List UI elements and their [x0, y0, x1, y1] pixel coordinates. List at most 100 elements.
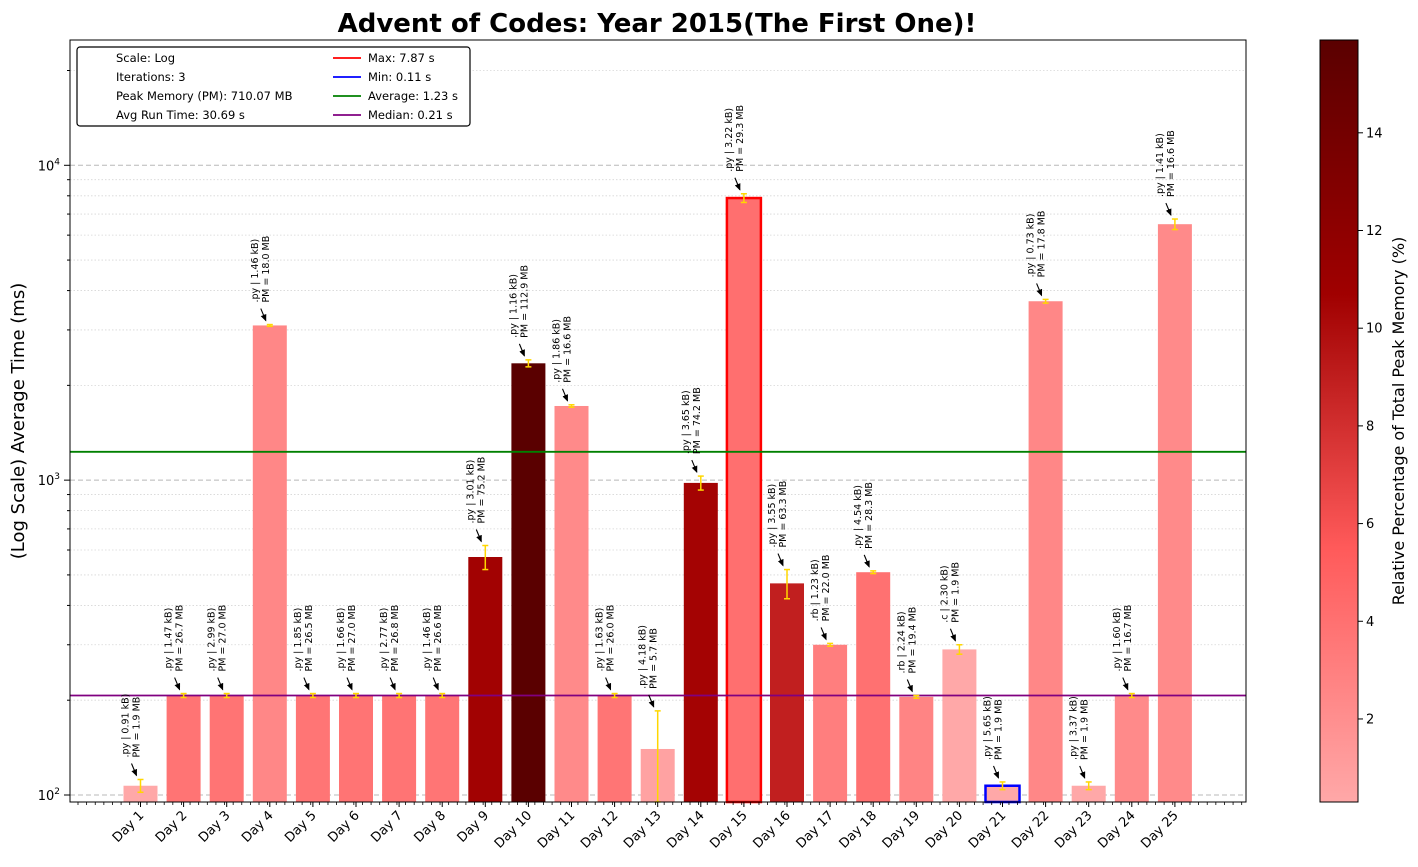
bar-annotation: .py | 1.16 kB)PM = 112.9 MB	[508, 265, 530, 357]
error-bar	[1042, 298, 1049, 304]
bar-day-5	[295, 695, 330, 802]
bar-annotation: .py | 0.73 kB)PM = 17.8 MB	[1026, 211, 1048, 297]
svg-text:.py | 0.73 kB)PM = 17.8 MB: .py | 0.73 kB)PM = 17.8 MB	[1026, 211, 1048, 278]
x-tick-label: Day 24	[1095, 808, 1138, 851]
bar-annotation: .py | 1.86 kB)PM = 16.6 MB	[552, 316, 574, 402]
bar-day-9	[468, 557, 503, 802]
x-tick-label: Day 12	[578, 808, 621, 851]
bar-annotation: .py | 1.85 kB)PM = 26.5 MB	[293, 605, 315, 691]
error-bar	[439, 692, 446, 699]
error-bar	[396, 692, 403, 699]
legend-line-entry: Min: 0.11 s	[368, 70, 431, 84]
x-tick-label: Day 25	[1138, 808, 1181, 851]
bar-annotation: .py | 1.41 kB)PM = 16.6 MB	[1155, 130, 1177, 216]
legend-line-entry: Median: 0.21 s	[368, 108, 453, 122]
x-tick-label: Day 6	[325, 808, 363, 846]
svg-text:.py | 4.18 kB)PM = 5.7 MB: .py | 4.18 kB)PM = 5.7 MB	[638, 625, 660, 689]
svg-text:.py | 1.60 kB)PM = 16.7 MB: .py | 1.60 kB)PM = 16.7 MB	[1112, 605, 1134, 672]
x-tick-label: Day 8	[411, 808, 449, 846]
error-bar	[784, 568, 790, 600]
svg-text:.py | 1.86 kB)PM = 16.6 MB: .py | 1.86 kB)PM = 16.6 MB	[552, 316, 574, 383]
x-tick-label: Day 1	[110, 808, 148, 846]
legend-info-entry: Peak Memory (PM): 710.07 MB	[116, 89, 293, 103]
error-bar	[525, 359, 532, 368]
bar-day-12	[597, 695, 632, 802]
svg-text:.py | 3.22 kB)PM = 29.3 MB: .py | 3.22 kB)PM = 29.3 MB	[724, 105, 746, 172]
colorbar: 2 4 6 8 10 12 14	[1319, 39, 1383, 803]
x-axis: Day 1 Day 2 Day 3 Day 4 Day 5 Day 6 Day 7 Day 8…	[77, 802, 1243, 852]
bar-day-7	[382, 695, 417, 802]
error-bar	[266, 323, 273, 328]
x-tick-label: Day 4	[239, 808, 277, 846]
bar-annotation: .rb | 2.24 kB)PM = 19.4 MB	[896, 607, 918, 693]
legend-box	[76, 46, 471, 127]
bar-day-6	[339, 695, 373, 802]
bar-annotation: .rb | 1.23 kB)PM = 22.0 MB	[810, 555, 832, 641]
bar-day-20	[942, 649, 977, 802]
svg-text:.rb | 1.23 kB)PM = 22.0 MB: .rb | 1.23 kB)PM = 22.0 MB	[810, 555, 832, 622]
error-bar	[611, 692, 618, 699]
svg-text:.py | 1.66 kB)PM = 27.0 MB: .py | 1.66 kB)PM = 27.0 MB	[336, 605, 358, 672]
bar-day-14	[683, 482, 718, 802]
x-tick-label: Day 22	[1009, 808, 1052, 851]
bar-annotation: .py | 3.01 kB)PM = 75.2 MB	[465, 457, 487, 543]
svg-text:.py | 2.99 kB)PM = 27.0 MB: .py | 2.99 kB)PM = 27.0 MB	[207, 605, 229, 672]
colorbar-gradient	[1319, 39, 1359, 803]
bar-annotation: .py | 1.63 kB)PM = 26.0 MB	[595, 605, 617, 691]
x-tick-label: Day 11	[535, 808, 578, 851]
x-tick-label: Day 15	[707, 808, 750, 851]
error-bar	[827, 642, 834, 647]
bars	[123, 196, 1192, 804]
error-bar	[870, 570, 877, 575]
svg-text:.py | 3.37 kB)PM = 1.9 MB: .py | 3.37 kB)PM = 1.9 MB	[1069, 696, 1091, 760]
bar-day-3	[209, 695, 244, 802]
bar-annotation: .py | 5.65 kB)PM = 1.9 MB	[983, 696, 1005, 779]
svg-text:.py | 1.41 kB)PM = 16.6 MB: .py | 1.41 kB)PM = 16.6 MB	[1155, 130, 1177, 197]
colorbar-tick-label: 8	[1366, 419, 1374, 434]
colorbar-tick-label: 12	[1366, 224, 1383, 239]
bar-annotation: .c | 2.30 kB)PM = 1.9 MB	[939, 562, 961, 642]
legend-info-entry: Scale: Log	[116, 51, 175, 65]
bar-annotation: .py | 3.37 kB)PM = 1.9 MB	[1069, 696, 1091, 779]
x-tick-label: Day 14	[664, 808, 707, 851]
error-bars	[137, 193, 1178, 803]
bar-day-19	[899, 696, 934, 802]
x-tick-label: Day 2	[153, 808, 191, 846]
legend-line-entry: Max: 7.87 s	[368, 51, 435, 65]
bar-annotation: .py | 1.46 kB)PM = 18.0 MB	[250, 236, 272, 322]
error-bar	[180, 692, 187, 699]
bar-annotation: .py | 4.18 kB)PM = 5.7 MB	[638, 625, 660, 708]
x-tick-label: Day 23	[1052, 808, 1095, 851]
colorbar-tick-label: 10	[1366, 322, 1383, 337]
error-bar	[137, 778, 144, 794]
bar-day-22	[1028, 301, 1063, 802]
x-tick-label: Day 18	[837, 808, 880, 851]
bar-day-8	[425, 695, 460, 802]
bar-day-24	[1114, 695, 1149, 802]
bar-day-4	[252, 325, 287, 802]
bar-annotation: .py | 1.47 kB)PM = 26.7 MB	[164, 605, 186, 691]
bar-day-23	[1071, 785, 1106, 802]
svg-text:.py | 0.91 kB)PM = 1.9 MB: .py | 0.91 kB)PM = 1.9 MB	[121, 694, 143, 758]
svg-text:.py | 4.54 kB)PM = 28.3 MB: .py | 4.54 kB)PM = 28.3 MB	[853, 482, 875, 549]
y-tick-label: 103	[38, 472, 60, 489]
bar-day-1	[123, 785, 158, 802]
svg-text:.py | 3.55 kB)PM = 63.3 MB: .py | 3.55 kB)PM = 63.3 MB	[767, 481, 789, 548]
bar-annotation: .py | 3.65 kB)PM = 74.2 MB	[681, 387, 703, 474]
bar-annotation: .py | 4.54 kB)PM = 28.3 MB	[853, 482, 875, 568]
error-bar	[697, 475, 704, 491]
svg-text:.py | 5.65 kB)PM = 1.9 MB: .py | 5.65 kB)PM = 1.9 MB	[983, 696, 1005, 760]
bar-annotation: .py | 0.91 kB)PM = 1.9 MB	[121, 694, 143, 777]
error-bar	[1085, 781, 1092, 791]
chart-title: Advent of Codes: Year 2015(The First One…	[338, 9, 977, 39]
colorbar-tick-label: 4	[1366, 615, 1374, 630]
x-tick-label: Day 17	[794, 808, 837, 851]
error-bar	[913, 694, 920, 699]
error-bar	[956, 644, 963, 655]
colorbar-tick-label: 6	[1366, 517, 1374, 532]
bar-annotation: .py | 2.77 kB)PM = 26.8 MB	[379, 605, 401, 691]
x-tick-label: Day 5	[282, 808, 320, 846]
error-bar	[1128, 692, 1135, 699]
bar-day-16	[770, 583, 804, 802]
